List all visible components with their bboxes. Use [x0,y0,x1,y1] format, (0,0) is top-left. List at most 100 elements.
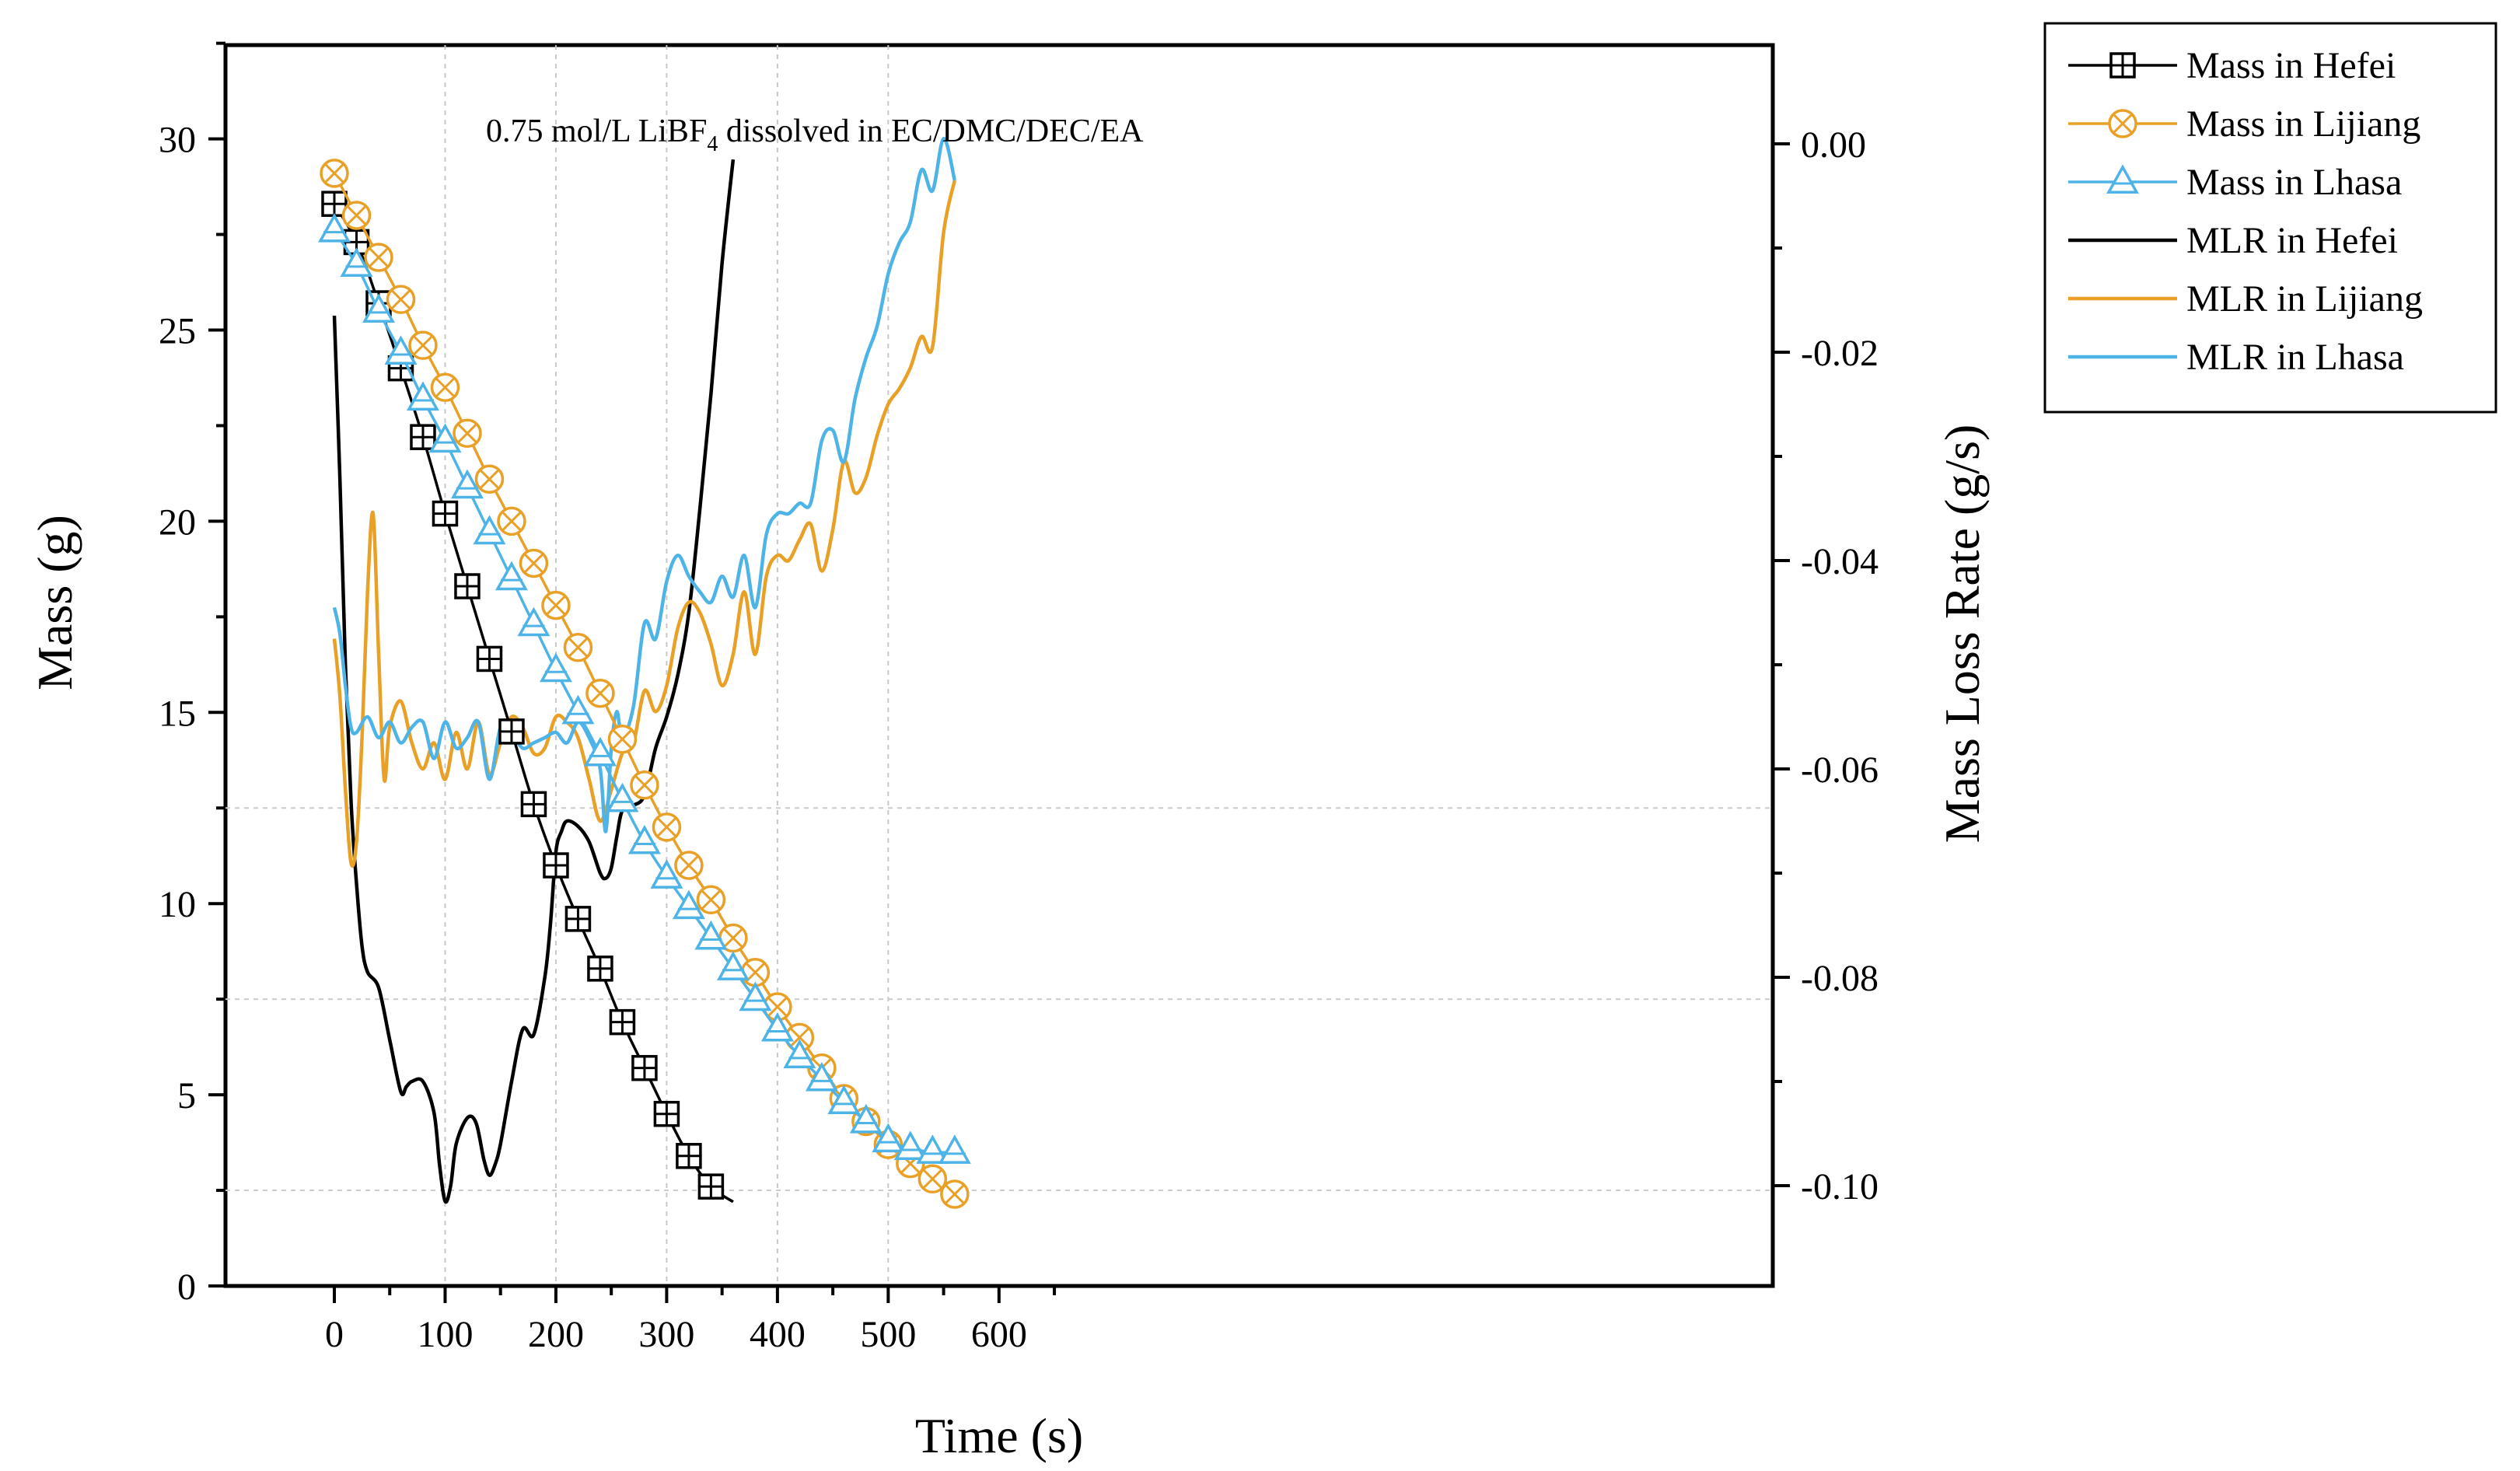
mass-hefei-point [454,573,481,599]
legend-label: Mass in Hefei [2186,45,2396,86]
mass-lijiang-point [541,590,571,620]
mass-lhasa-point [938,1134,971,1164]
marker-diag [922,1169,943,1190]
marker-triangle [2106,164,2139,194]
legend-item-mlr-hefei: MLR in Hefei [2068,220,2398,261]
mass-lijiang-point [364,243,393,272]
mass-hefei-point [498,718,525,745]
marker-triangle [539,652,572,683]
marker-diag [589,683,611,704]
mass-lijiang-point [674,851,704,880]
x-tick-label: 300 [638,1314,694,1355]
mass-hefei-point [631,1054,658,1081]
mass-lijiang-point [652,812,682,842]
marker-triangle [672,889,705,920]
mass-hefei-point [476,645,503,673]
marker-diag [346,204,367,226]
legend-swatch-marker [2106,164,2139,194]
marker-triangle [583,736,617,767]
x-tick-label: 500 [860,1314,916,1355]
mass-lhasa-point [827,1085,861,1114]
marker-triangle [893,1130,927,1161]
marker-triangle [340,247,373,277]
marker-triangle [872,1123,905,1153]
legend-item-mlr-lhasa: MLR in Lhasa [2068,337,2404,378]
y-tick-label: 30 [159,120,196,161]
x-tick-label: 100 [417,1314,473,1355]
marker-diag [701,889,722,910]
axis-ticks: 0 100 200 300 400 500 600 0 5 10 15 20 25 30 0.00 -0.02… [159,41,1879,1355]
y2-tick-label: -0.06 [1801,749,1879,791]
mass-hefei-point [321,190,348,217]
marker-diag [2112,113,2134,135]
marker-diag [767,996,788,1018]
y2-tick-label: -0.08 [1801,958,1879,999]
marker-triangle [916,1134,949,1164]
marker-triangle [450,469,484,499]
mass-hefei-point [410,424,436,450]
mass-lijiang-point [763,992,792,1022]
legend-label: MLR in Hefei [2186,220,2398,261]
mass-lhasa-point [916,1134,949,1164]
mass-lijiang-point [607,724,638,754]
y-tick-label: 0 [177,1267,196,1308]
mass-lijiang-point [718,923,748,953]
marker-triangle [473,515,506,545]
marker-triangle [827,1085,861,1114]
marker-diag [612,729,633,749]
legend-swatch-marker [2108,109,2137,138]
mass-lijiang-point [585,678,615,708]
marker-triangle [406,381,439,411]
mass-hefei-point [676,1143,702,1169]
marker-diag [656,816,677,837]
marker-triangle [495,561,528,591]
mass-lijiang-point [430,372,460,403]
marker-diag [368,246,390,268]
x-tick-label: 600 [971,1314,1027,1355]
marker-triangle [318,213,351,243]
mass-lhasa-point [694,920,728,950]
mass-lijiang-point [453,418,482,449]
x-tick-label: 200 [528,1314,584,1355]
y2-axis-title: Mass Loss Rate (g/s) [1935,425,1990,844]
mass-lijiang-point [940,1179,970,1209]
mass-lhasa-point [583,736,617,767]
marker-diag [568,637,589,658]
mass-lhasa-point [473,515,506,545]
marker-triangle [384,335,418,365]
mass-lhasa-point [406,381,439,411]
mass-lhasa-point [783,1039,816,1068]
mass-lhasa-point [739,981,772,1012]
marker-triangle [362,293,395,323]
mass-lhasa-point [318,213,351,243]
mass-hefei-markers [321,190,725,1200]
annotation-subscript: 4 [707,132,718,156]
marker-triangle [561,694,595,725]
mass-lhasa-point [340,247,373,277]
marker-triangle [849,1103,883,1134]
y2-tick-label: -0.04 [1801,541,1879,582]
mass-lhasa-point [760,1012,794,1042]
x-tick-label: 0 [325,1314,344,1355]
mass-lhasa-point [428,423,462,453]
mass-lijiang-point [474,464,505,494]
x-tick-label: 400 [750,1314,806,1355]
legend-item-mass-lijiang: Mass in Lijiang [2068,103,2420,145]
y-tick-label: 25 [159,311,196,352]
mass-lijiang-point [696,885,726,915]
mass-lhasa-point [517,606,550,637]
legend-item-mlr-lijiang: MLR in Lijiang [2068,278,2423,320]
y-tick-label: 20 [159,501,196,543]
marker-triangle [760,1012,794,1042]
series-layer [318,137,971,1209]
marker-triangle [428,423,462,453]
legend-label: MLR in Lhasa [2186,337,2404,378]
mass-lhasa-point [893,1130,927,1161]
marker-diag [479,469,500,490]
annotation-prefix: 0.75 mol/L LiBF [486,114,707,149]
annotation-suffix: dissolved in EC/DMC/DEC/EA [718,114,1144,149]
mass-hefei-point [609,1008,636,1036]
mass-lhasa-point [606,782,639,812]
mass-hefei-point [543,852,569,879]
